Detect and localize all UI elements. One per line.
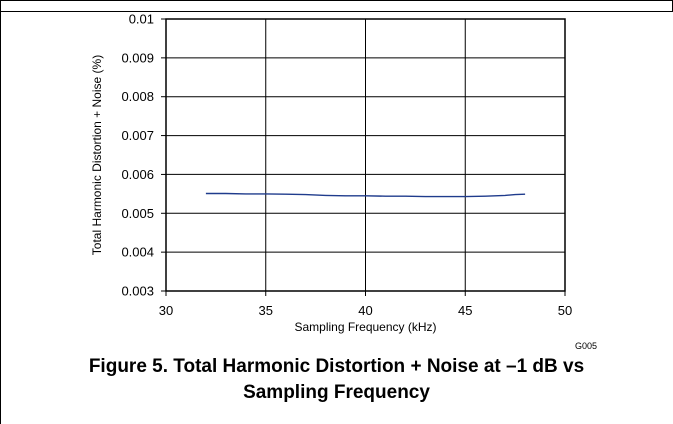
y-tick-label: 0.009 [121, 50, 154, 65]
x-tick-label: 30 [159, 303, 173, 318]
y-tick-label: 0.006 [121, 167, 154, 182]
page-frame-top [0, 0, 673, 1]
x-tick-label: 50 [558, 303, 572, 318]
y-tick-label: 0.007 [121, 128, 154, 143]
series-line-0 [205, 192, 526, 198]
y-tick-label: 0.004 [121, 245, 154, 260]
thd-chart: 30 35 40 45 50 0.003 0.004 0.005 0.006 0.007 0.008… [90, 12, 597, 351]
figure-id: G005 [575, 341, 597, 350]
page-frame-rule [0, 11, 673, 12]
page-frame-left [0, 0, 1, 424]
figure-caption: Figure 5. Total Harmonic Distortion + No… [0, 354, 673, 406]
y-tick-label: 0.008 [121, 89, 154, 104]
x-tick-label: 45 [458, 303, 472, 318]
caption-line-1: Figure 5. Total Harmonic Distortion + No… [88, 356, 585, 377]
caption-line-2: Sampling Frequency [243, 382, 430, 403]
y-tick-label: 0.003 [121, 284, 154, 299]
y-tick-label: 0.01 [129, 12, 154, 27]
y-tick-label: 0.005 [121, 206, 154, 221]
x-axis-title: Sampling Frequency (kHz) [294, 320, 436, 334]
x-tick-label: 40 [358, 303, 372, 318]
y-axis-title: Total Harmonic Distortion + Noise (%) [90, 55, 104, 255]
x-tick-label: 35 [259, 303, 273, 318]
